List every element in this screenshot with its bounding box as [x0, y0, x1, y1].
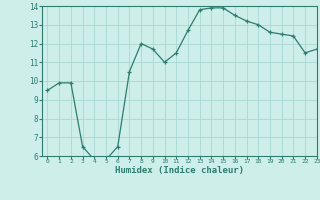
X-axis label: Humidex (Indice chaleur): Humidex (Indice chaleur): [115, 166, 244, 175]
